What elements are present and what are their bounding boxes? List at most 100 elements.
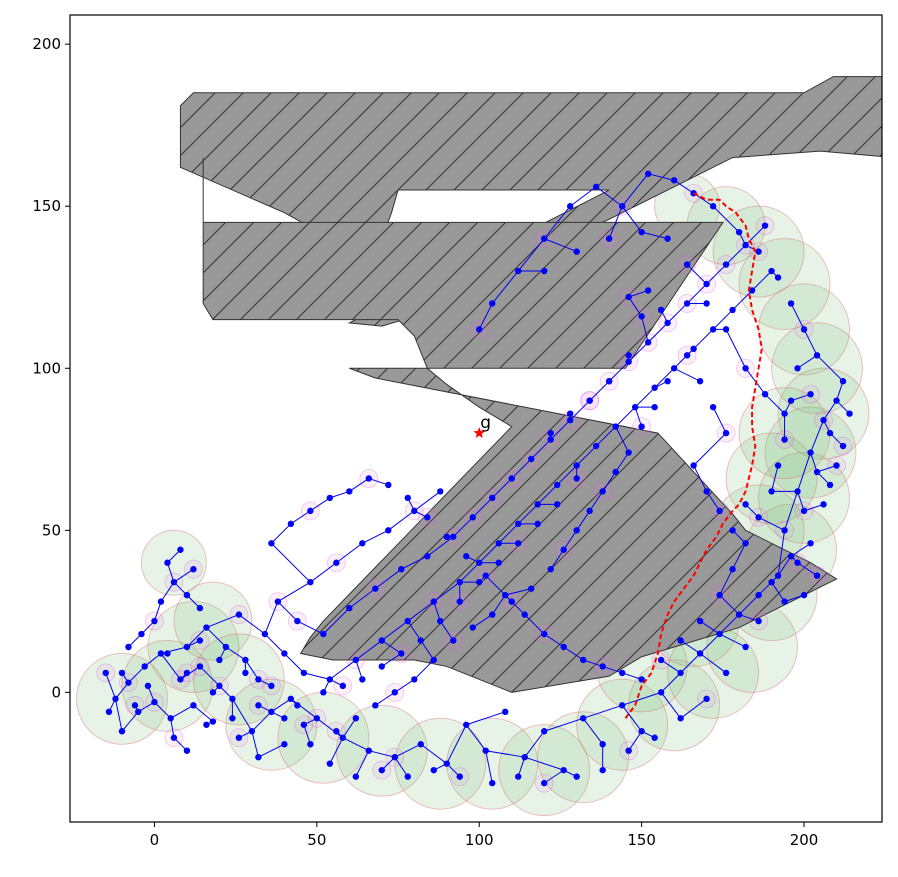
tree-node [242, 656, 249, 664]
tree-edge [238, 614, 266, 635]
tree-node [346, 488, 353, 495]
tree-node [196, 663, 204, 670]
tree-node [690, 345, 697, 353]
tree-edge [336, 542, 363, 564]
tree-node [430, 598, 437, 605]
tree-edge [544, 717, 584, 732]
tree-node [703, 300, 710, 307]
tree-edge [576, 445, 597, 466]
tree-node [313, 715, 321, 722]
tree-edge [583, 659, 603, 667]
tree-node [690, 462, 697, 469]
tree-edge [693, 432, 727, 466]
tree-node [352, 715, 360, 722]
tree-edge [543, 769, 564, 784]
tree-edge [310, 562, 337, 583]
tree-node [177, 546, 184, 553]
tree-edge [264, 601, 279, 635]
tree-node [631, 403, 639, 411]
sample-region [738, 238, 831, 330]
tree-node [742, 643, 749, 651]
tree-node [813, 352, 821, 359]
tree-edge [105, 672, 116, 700]
x-tick-label: 100 [465, 831, 494, 849]
tree-nodes [102, 170, 853, 787]
tree-edge [465, 724, 487, 751]
tree-edge [745, 225, 766, 246]
tree-edge [114, 698, 123, 732]
tree-node [268, 540, 275, 547]
tree-node [722, 326, 730, 333]
tree-node [135, 708, 142, 716]
tree-edge [355, 640, 383, 661]
tree-edge [511, 458, 532, 479]
tree-edge [394, 678, 415, 693]
tree-node [183, 669, 191, 677]
tree-edge [244, 659, 259, 680]
tree-node [638, 423, 645, 430]
tree-node [112, 695, 119, 703]
tree-node [167, 715, 174, 722]
tree-node [404, 773, 411, 780]
tree-edge [381, 640, 402, 654]
tree-node [755, 591, 762, 599]
tree-node [813, 468, 821, 476]
tree-node [281, 650, 288, 657]
tree-edge [121, 711, 139, 732]
tree-edge [628, 290, 649, 298]
tree-node [300, 721, 308, 728]
tree-edges [105, 173, 850, 784]
tree-edge [621, 705, 643, 732]
tree-node [294, 617, 301, 625]
tree-node [554, 501, 561, 508]
y-tick-label: 150 [32, 197, 61, 215]
tree-edge [836, 381, 844, 401]
tree-edge [654, 367, 675, 389]
tree-node [170, 734, 178, 741]
tree-node [566, 416, 574, 424]
tree-edge [297, 620, 324, 635]
tree-node [599, 663, 606, 670]
tree-node [709, 326, 717, 333]
tree-edge [420, 640, 435, 661]
tree-edge [719, 614, 740, 635]
tree-edge [797, 452, 812, 492]
tree-edge [394, 756, 409, 777]
tree-node [378, 766, 386, 774]
tree-edge [771, 465, 779, 492]
tree-node [774, 274, 782, 281]
tree-node [521, 753, 528, 761]
tree-edge [368, 477, 389, 486]
tree-node [209, 689, 217, 696]
tree-node [131, 702, 139, 709]
tree-node [573, 475, 580, 482]
tree-node [209, 718, 217, 725]
tree-node [761, 222, 769, 229]
tree-node [287, 695, 295, 703]
tree-node [105, 708, 113, 716]
tree-node [476, 326, 483, 333]
tree-node [404, 617, 411, 625]
tree-edge [258, 743, 285, 758]
tree-edge [277, 601, 298, 622]
tree-node [385, 527, 392, 534]
tree-edge [738, 614, 759, 622]
tree-node [476, 559, 483, 566]
tree-node [196, 604, 204, 612]
tree-edge [310, 497, 331, 512]
sample-region [777, 367, 870, 460]
tree-edge [699, 633, 720, 654]
tree-node [183, 747, 191, 754]
tree-edge [524, 730, 545, 758]
tree-node [768, 488, 775, 495]
tree-node [463, 553, 470, 560]
tree-node [222, 643, 230, 651]
tree-node [196, 637, 204, 644]
tree-edge [699, 620, 720, 635]
sample-region [758, 451, 851, 544]
tree-edge [153, 601, 162, 622]
tree-edge [446, 724, 467, 764]
tree-edge [154, 701, 172, 719]
x-tick-label: 150 [627, 831, 656, 849]
tree-node [748, 287, 756, 294]
